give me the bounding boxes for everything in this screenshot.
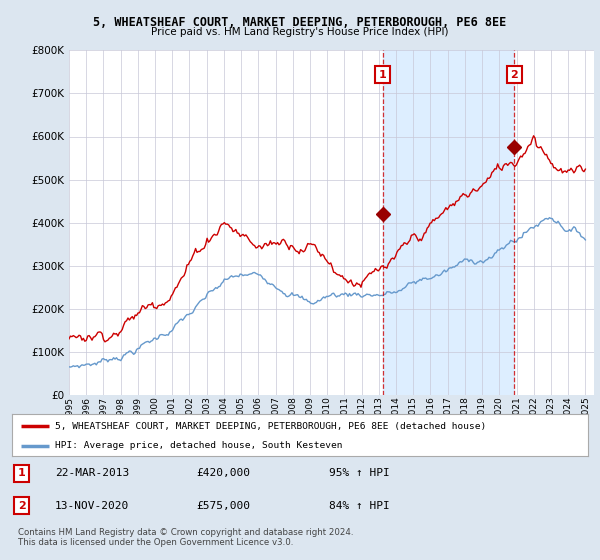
Text: 84% ↑ HPI: 84% ↑ HPI	[329, 501, 389, 511]
Text: 95% ↑ HPI: 95% ↑ HPI	[329, 468, 389, 478]
Text: This data is licensed under the Open Government Licence v3.0.: This data is licensed under the Open Gov…	[18, 538, 293, 547]
Bar	[383, 50, 514, 395]
Text: £420,000: £420,000	[196, 468, 250, 478]
Text: 2: 2	[511, 69, 518, 80]
Text: 5, WHEATSHEAF COURT, MARKET DEEPING, PETERBOROUGH, PE6 8EE: 5, WHEATSHEAF COURT, MARKET DEEPING, PET…	[94, 16, 506, 29]
Text: 1: 1	[379, 69, 386, 80]
Text: Price paid vs. HM Land Registry's House Price Index (HPI): Price paid vs. HM Land Registry's House …	[151, 27, 449, 37]
Text: HPI: Average price, detached house, South Kesteven: HPI: Average price, detached house, Sout…	[55, 441, 343, 450]
Text: 1: 1	[18, 468, 26, 478]
Text: Contains HM Land Registry data © Crown copyright and database right 2024.: Contains HM Land Registry data © Crown c…	[18, 528, 353, 536]
Text: 22-MAR-2013: 22-MAR-2013	[55, 468, 130, 478]
Text: 13-NOV-2020: 13-NOV-2020	[55, 501, 130, 511]
Text: 5, WHEATSHEAF COURT, MARKET DEEPING, PETERBOROUGH, PE6 8EE (detached house): 5, WHEATSHEAF COURT, MARKET DEEPING, PET…	[55, 422, 487, 431]
Text: £575,000: £575,000	[196, 501, 250, 511]
Text: 2: 2	[18, 501, 26, 511]
